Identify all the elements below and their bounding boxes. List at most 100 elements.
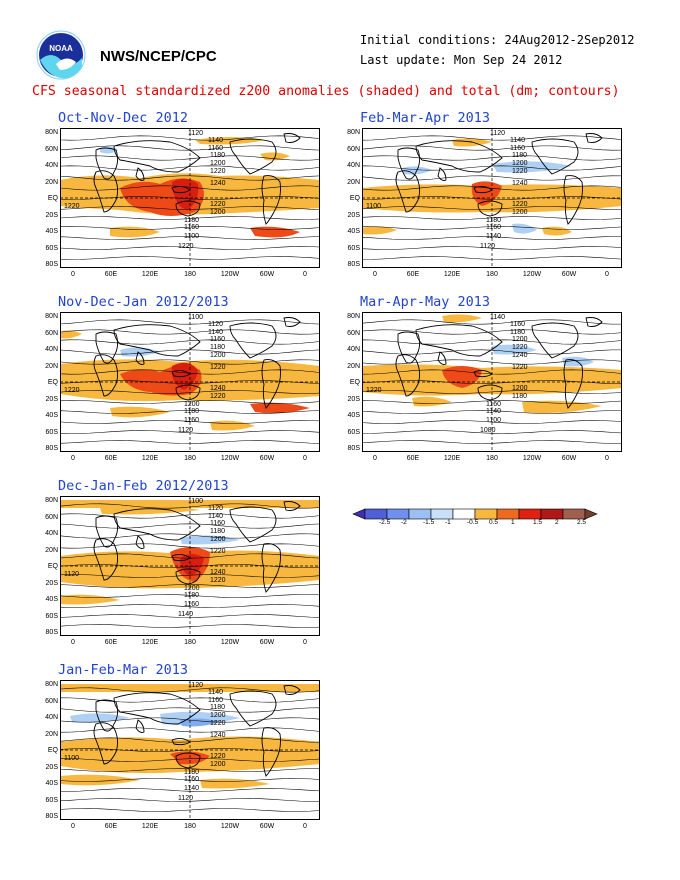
contour-label: 1200 [210, 712, 226, 719]
coastline [135, 351, 145, 365]
lat-label: 60S [45, 612, 58, 620]
coastline [283, 317, 301, 327]
anomaly-shading [522, 400, 602, 414]
contour-label: 1240 [210, 732, 226, 739]
lat-label: EQ [47, 563, 58, 570]
contour-label: 1220 [210, 720, 226, 727]
contour-label: 1140 [178, 611, 193, 618]
coastline [93, 170, 119, 213]
lon-label: 180 [184, 823, 196, 830]
lat-label: 20N [45, 546, 58, 554]
lat-label: 80S [45, 445, 58, 452]
page-title: CFS seasonal standardized z200 anomalies… [32, 84, 620, 99]
lat-label: 80N [347, 313, 360, 320]
contour-line [60, 175, 320, 181]
lon-label: 180 [486, 271, 498, 278]
contour-label: 1120 [490, 130, 505, 137]
lon-label: 0 [373, 271, 377, 278]
contour-line [60, 246, 320, 250]
contour-line [60, 369, 320, 375]
contour-line [60, 533, 320, 539]
lat-label: 60N [45, 145, 58, 153]
anomaly-shading [492, 344, 537, 355]
contour-line [60, 236, 320, 240]
lat-label: 80N [45, 313, 58, 320]
coastline [531, 322, 579, 359]
coastline [95, 147, 119, 180]
contour-label: 1180 [184, 217, 199, 224]
coastline [415, 140, 503, 173]
contour-label: 1160 [208, 697, 223, 704]
coastline [135, 167, 145, 181]
coastline [95, 699, 119, 732]
contour-label: 1180 [210, 704, 225, 711]
last-update: Last update: Mon Sep 24 2012 [360, 53, 563, 67]
lat-label: 40N [45, 162, 58, 169]
contour-label: 1180 [486, 217, 501, 224]
contour-line [60, 420, 320, 424]
z200-map: 1120114011601180120012201240122012001180… [362, 128, 622, 268]
contour-line [60, 135, 320, 141]
anomaly-shading [362, 226, 397, 235]
lat-label: 80N [45, 497, 58, 504]
coastline [135, 535, 145, 549]
contour-label: 1120 [178, 795, 193, 802]
contour-label: 1200 [184, 401, 200, 408]
coastline [283, 501, 301, 511]
contour-line [60, 523, 320, 529]
lat-label: EQ [349, 379, 360, 386]
contour-label: 1120 [208, 505, 223, 512]
lon-label: 0 [303, 271, 307, 278]
lat-label: 20S [347, 211, 360, 219]
colorbar-label: 1 [511, 519, 515, 526]
contour-label: 1160 [486, 224, 501, 231]
anomaly-shading [512, 223, 537, 234]
anomaly-shading [471, 181, 502, 206]
contour-line [60, 553, 320, 559]
contour-line [60, 410, 320, 414]
lat-label: 40S [45, 412, 58, 419]
contour-label: 1240 [210, 180, 226, 187]
lon-label: 60E [104, 639, 118, 646]
contour-label: 1180 [184, 408, 199, 415]
lon-label: 0 [303, 823, 307, 830]
lat-label: 20S [45, 579, 58, 587]
lat-label: 60N [347, 329, 360, 337]
contour-label: 1180 [210, 152, 225, 159]
lon-label: 120W [522, 455, 542, 462]
contour-label: 1220 [210, 168, 226, 175]
contour-label: 1120 [208, 321, 223, 328]
contour-label: 1220 [210, 364, 226, 371]
colorbar-segment [496, 508, 520, 520]
coastline [229, 322, 277, 359]
contour-label: 1180 [510, 329, 525, 336]
lat-label: 60S [45, 796, 58, 804]
contour-line [60, 196, 320, 200]
lat-label: 20S [45, 211, 58, 219]
contour-line [362, 339, 622, 345]
logo-text: NOAA [49, 44, 73, 53]
colorbar-segment [562, 508, 586, 520]
contour-label: 1140 [486, 233, 501, 240]
contour-label: 1200 [210, 761, 226, 768]
colorbar-label: 2.5 [577, 519, 587, 526]
colorbar-segment [584, 508, 598, 520]
map-panel-djf: 1100 1120 1140 1160 1180 1200 1220 1240 1220 1200… [45, 496, 320, 646]
contour-line [362, 400, 622, 404]
contour-line [362, 256, 622, 260]
coastline [283, 133, 301, 143]
contour-line [60, 165, 320, 171]
contour-label: 1100 [188, 314, 203, 321]
contour-label: 1200 [184, 585, 200, 592]
colorbar-segment [408, 508, 432, 520]
contour-label: 1100 [366, 203, 381, 210]
contour-label: 1240 [210, 385, 226, 392]
lat-label: 60N [45, 329, 58, 337]
coastline [113, 508, 201, 541]
contour-label: 1140 [486, 408, 501, 415]
contour-label: 1120 [64, 571, 79, 578]
contour-label: 1220 [210, 393, 226, 400]
lon-label: 60W [259, 455, 275, 462]
lon-label: 180 [184, 455, 196, 462]
contour-label: 1140 [510, 137, 525, 144]
